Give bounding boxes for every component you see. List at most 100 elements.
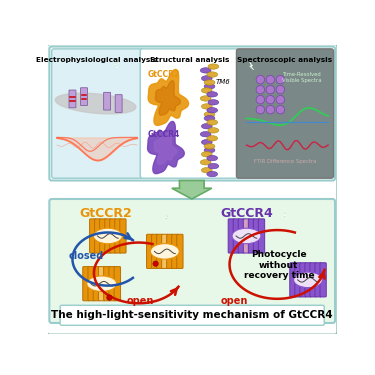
Text: The high-light-sensitivity mechanism of GtCCR4: The high-light-sensitivity mechanism of … xyxy=(51,310,333,320)
FancyBboxPatch shape xyxy=(310,263,316,297)
Ellipse shape xyxy=(201,140,212,145)
FancyBboxPatch shape xyxy=(94,219,101,253)
Ellipse shape xyxy=(204,80,215,85)
Ellipse shape xyxy=(204,112,215,117)
Circle shape xyxy=(276,105,285,114)
Ellipse shape xyxy=(207,156,218,161)
FancyBboxPatch shape xyxy=(162,234,168,268)
Text: GtCCR4: GtCCR4 xyxy=(220,207,273,220)
Polygon shape xyxy=(165,213,170,222)
Ellipse shape xyxy=(208,164,219,169)
Ellipse shape xyxy=(207,136,218,141)
FancyBboxPatch shape xyxy=(115,219,121,253)
FancyBboxPatch shape xyxy=(104,267,110,301)
FancyBboxPatch shape xyxy=(320,263,326,297)
Ellipse shape xyxy=(207,171,218,177)
FancyBboxPatch shape xyxy=(83,267,89,301)
Ellipse shape xyxy=(208,100,219,105)
Text: Time-Resolved
Visible Spectra: Time-Resolved Visible Spectra xyxy=(282,72,322,83)
Ellipse shape xyxy=(204,84,215,89)
FancyBboxPatch shape xyxy=(228,219,234,253)
Polygon shape xyxy=(148,69,189,125)
FancyBboxPatch shape xyxy=(90,219,96,253)
FancyBboxPatch shape xyxy=(157,234,163,268)
Circle shape xyxy=(266,75,274,84)
Circle shape xyxy=(276,75,285,84)
FancyBboxPatch shape xyxy=(238,219,244,253)
FancyBboxPatch shape xyxy=(52,49,143,178)
FancyBboxPatch shape xyxy=(315,263,321,297)
Ellipse shape xyxy=(201,152,212,157)
FancyBboxPatch shape xyxy=(172,234,178,268)
FancyBboxPatch shape xyxy=(254,219,260,253)
FancyBboxPatch shape xyxy=(69,90,76,108)
Circle shape xyxy=(266,105,274,114)
Ellipse shape xyxy=(200,132,211,137)
Text: open: open xyxy=(126,296,154,306)
FancyBboxPatch shape xyxy=(177,234,183,268)
FancyBboxPatch shape xyxy=(167,234,173,268)
Circle shape xyxy=(276,95,285,104)
FancyBboxPatch shape xyxy=(60,305,324,325)
Ellipse shape xyxy=(201,123,212,129)
Text: FTIR Difference Spectra: FTIR Difference Spectra xyxy=(254,159,316,164)
Ellipse shape xyxy=(207,92,218,97)
Circle shape xyxy=(276,86,285,94)
Ellipse shape xyxy=(208,64,219,69)
FancyBboxPatch shape xyxy=(100,219,106,253)
FancyBboxPatch shape xyxy=(50,46,335,180)
Ellipse shape xyxy=(207,120,218,125)
Polygon shape xyxy=(249,62,254,70)
Polygon shape xyxy=(55,93,136,114)
Text: Structural analysis: Structural analysis xyxy=(150,57,229,63)
Circle shape xyxy=(256,86,265,94)
FancyBboxPatch shape xyxy=(152,234,158,268)
FancyBboxPatch shape xyxy=(120,219,126,253)
Circle shape xyxy=(256,105,265,114)
FancyBboxPatch shape xyxy=(233,219,240,253)
FancyBboxPatch shape xyxy=(88,267,94,301)
Text: GtCCR2: GtCCR2 xyxy=(148,70,180,79)
FancyBboxPatch shape xyxy=(109,267,115,301)
Circle shape xyxy=(256,95,265,104)
Polygon shape xyxy=(154,132,177,164)
Circle shape xyxy=(266,86,274,94)
Text: Electrophysiological analysis: Electrophysiological analysis xyxy=(36,57,158,63)
Polygon shape xyxy=(155,81,180,115)
Text: Spectroscopic analysis: Spectroscopic analysis xyxy=(237,57,333,63)
Ellipse shape xyxy=(200,96,211,101)
FancyBboxPatch shape xyxy=(115,94,122,112)
Ellipse shape xyxy=(232,228,261,244)
FancyBboxPatch shape xyxy=(305,263,311,297)
Ellipse shape xyxy=(201,76,212,81)
FancyBboxPatch shape xyxy=(300,263,306,297)
Polygon shape xyxy=(283,210,287,219)
Ellipse shape xyxy=(87,276,117,291)
Text: open: open xyxy=(221,296,248,306)
FancyBboxPatch shape xyxy=(243,219,249,253)
FancyBboxPatch shape xyxy=(104,92,111,110)
FancyBboxPatch shape xyxy=(114,267,121,301)
FancyBboxPatch shape xyxy=(237,49,333,178)
Ellipse shape xyxy=(294,272,322,288)
FancyBboxPatch shape xyxy=(110,219,116,253)
Circle shape xyxy=(107,295,112,300)
Text: GtCCR2: GtCCR2 xyxy=(79,207,132,220)
Polygon shape xyxy=(114,60,118,68)
Ellipse shape xyxy=(200,160,211,165)
FancyArrow shape xyxy=(172,180,212,199)
Polygon shape xyxy=(148,122,184,174)
FancyBboxPatch shape xyxy=(290,263,296,297)
Ellipse shape xyxy=(208,128,219,133)
FancyBboxPatch shape xyxy=(81,88,87,105)
FancyBboxPatch shape xyxy=(248,219,255,253)
Ellipse shape xyxy=(204,144,215,149)
Text: TM6: TM6 xyxy=(216,79,230,85)
FancyBboxPatch shape xyxy=(295,263,301,297)
Text: Photocycle
without
recovery time: Photocycle without recovery time xyxy=(243,251,314,280)
Ellipse shape xyxy=(93,228,122,244)
FancyBboxPatch shape xyxy=(93,267,100,301)
FancyBboxPatch shape xyxy=(140,49,239,178)
Ellipse shape xyxy=(201,104,212,109)
Ellipse shape xyxy=(200,68,211,73)
